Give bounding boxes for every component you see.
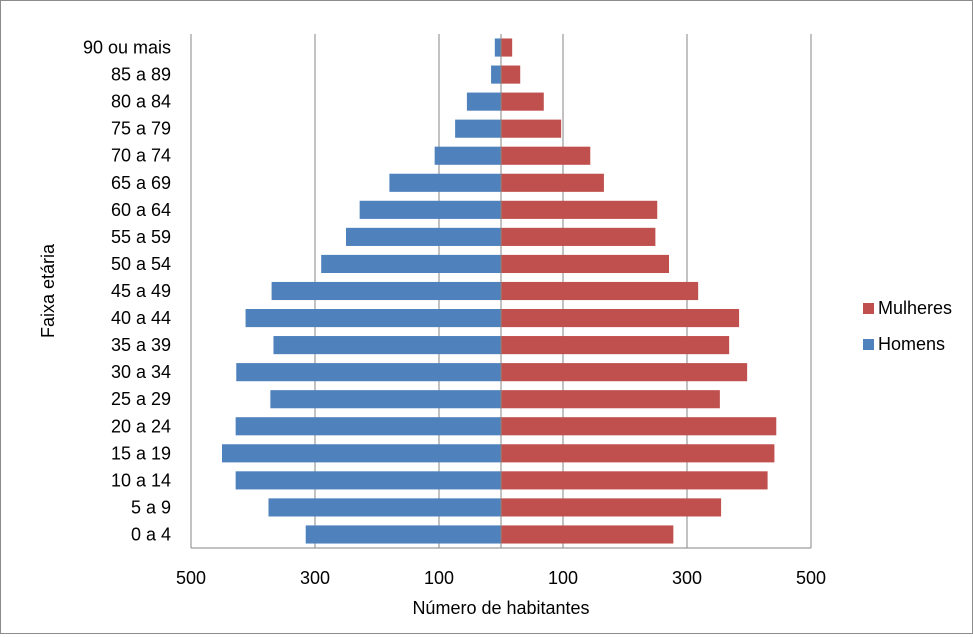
bar-homens [245, 308, 501, 328]
legend-label: Homens [878, 334, 945, 354]
y-tick-label: 80 a 84 [111, 92, 171, 112]
y-tick-label: 65 a 69 [111, 173, 171, 193]
bar-mulheres [501, 281, 699, 301]
bar-homens [494, 38, 501, 57]
bar-mulheres [501, 308, 740, 328]
y-tick-label: 75 a 79 [111, 119, 171, 139]
bar-homens [346, 227, 501, 246]
bar-mulheres [501, 417, 777, 436]
bar-mulheres [501, 119, 562, 138]
x-tick-labels: 500 300 100 100 300 500 [176, 568, 826, 588]
bar-homens [222, 444, 501, 463]
bar-homens [268, 498, 501, 517]
bar-mulheres [501, 390, 720, 409]
y-tick-label: 10 a 14 [111, 470, 171, 490]
legend: Mulheres Homens [863, 298, 952, 354]
y-tick-label: 45 a 49 [111, 281, 171, 301]
bar-homens [389, 173, 501, 192]
bar-mulheres [501, 92, 544, 111]
bar-homens [270, 390, 501, 409]
y-tick-label: 50 a 54 [111, 254, 171, 274]
bar-homens [491, 65, 501, 84]
bar-homens [235, 417, 501, 436]
bar-homens [271, 281, 501, 301]
bar-mulheres [501, 525, 674, 544]
x-tick-label: 100 [424, 568, 454, 588]
bar-homens [434, 146, 501, 165]
y-tick-label: 85 a 89 [111, 65, 171, 85]
bar-mulheres [501, 146, 591, 165]
y-tick-label: 15 a 19 [111, 443, 171, 463]
x-tick-label: 300 [300, 568, 330, 588]
y-tick-label: 20 a 24 [111, 416, 171, 436]
bars [222, 38, 777, 544]
legend-swatch [863, 339, 874, 350]
bar-homens [359, 200, 501, 219]
y-tick-label: 55 a 59 [111, 227, 171, 247]
bar-mulheres [501, 336, 730, 355]
bar-homens [455, 119, 501, 138]
y-tick-label: 0 a 4 [131, 524, 171, 544]
bar-mulheres [501, 38, 513, 57]
bar-mulheres [501, 363, 748, 382]
legend-label: Mulheres [878, 298, 952, 318]
x-axis-title: Número de habitantes [412, 598, 589, 618]
y-tick-label: 25 a 29 [111, 389, 171, 409]
bar-homens [321, 254, 501, 274]
y-tick-label: 90 ou mais [83, 38, 171, 58]
bar-mulheres [501, 65, 521, 84]
bar-homens [236, 363, 501, 382]
bar-mulheres [501, 200, 658, 219]
y-tick-label: 60 a 64 [111, 200, 171, 220]
y-tick-labels: 0 a 4 5 a 9 10 a 14 15 a 19 20 a 24 25 a 29 30… [83, 38, 171, 545]
bar-homens [273, 336, 501, 355]
y-tick-label: 70 a 74 [111, 146, 171, 166]
bar-mulheres [501, 471, 768, 490]
bar-homens [466, 92, 501, 111]
x-tick-label: 300 [672, 568, 702, 588]
bar-mulheres [501, 498, 722, 517]
bar-mulheres [501, 444, 775, 463]
bar-homens [235, 471, 501, 490]
bar-mulheres [501, 173, 604, 192]
x-tick-label: 100 [548, 568, 578, 588]
y-tick-label: 5 a 9 [131, 497, 171, 517]
bar-mulheres [501, 254, 670, 274]
y-axis-title: Faixa etária [38, 243, 58, 338]
y-tick-label: 30 a 34 [111, 362, 171, 382]
legend-swatch [863, 303, 874, 314]
y-tick-label: 40 a 44 [111, 308, 171, 328]
x-tick-label: 500 [176, 568, 206, 588]
y-tick-label: 35 a 39 [111, 335, 171, 355]
bar-mulheres [501, 227, 656, 246]
bar-homens [305, 525, 501, 544]
x-tick-label: 500 [796, 568, 826, 588]
